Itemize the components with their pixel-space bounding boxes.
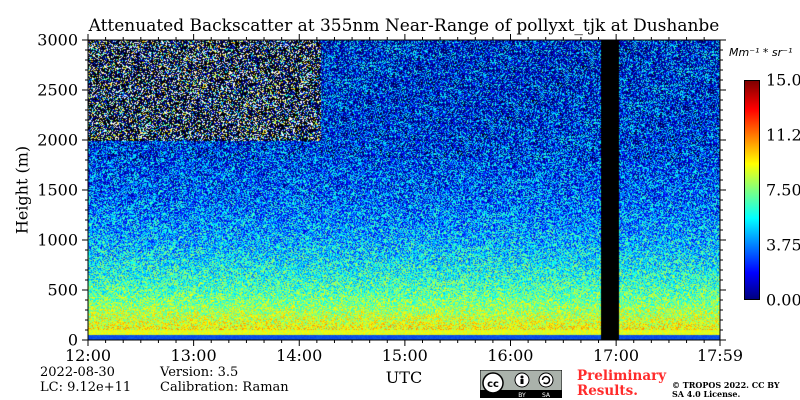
- x-axis-label: UTC: [385, 368, 423, 387]
- backscatter-heatmap: [88, 40, 720, 340]
- y-tick-label: 3000: [37, 30, 78, 50]
- copyright-label: © TROPOS 2022. CC BY SA 4.0 License.: [672, 380, 780, 399]
- x-tick-label: 14:00: [276, 346, 323, 365]
- y-tick-label: 1000: [37, 230, 78, 250]
- version-label: Version: 3.5: [160, 365, 239, 380]
- svg-text:cc: cc: [487, 379, 499, 390]
- license-by-label: BY: [518, 392, 526, 398]
- cc-license-badge: cc BY SA: [480, 370, 562, 398]
- license-sa-label: SA: [542, 392, 551, 398]
- colorbar-tick-label: 3.75: [766, 235, 800, 255]
- date-label: 2022-08-30: [40, 365, 115, 380]
- colorbar-tick-label: 0.00: [766, 290, 800, 310]
- plot-area: [88, 40, 720, 340]
- x-tick-label: 17:59: [696, 346, 744, 365]
- calibration-label: Calibration: Raman: [160, 380, 289, 395]
- y-tick-label: 0: [67, 330, 78, 350]
- y-tick-label: 2500: [37, 80, 78, 100]
- x-tick-label: 13:00: [170, 346, 217, 365]
- chart-title: Attenuated Backscatter at 355nm Near-Ran…: [88, 16, 720, 36]
- x-tick-label: 16:00: [487, 346, 534, 365]
- y-tick-label: 500: [47, 280, 78, 300]
- colorbar-units: Mm⁻¹ * sr⁻¹: [729, 46, 793, 59]
- colorbar-tick-label: 11.25: [766, 125, 800, 145]
- colorbar-tick-label: 15.00: [766, 70, 800, 90]
- colorbar: [744, 80, 760, 300]
- y-tick-label: 1500: [37, 180, 78, 200]
- x-tick-label: 17:00: [592, 346, 640, 365]
- x-tick-label: 12:00: [64, 346, 112, 365]
- colorbar-tick-label: 7.50: [766, 180, 800, 200]
- preliminary-results-label: Preliminary Results.: [577, 368, 667, 399]
- x-tick-label: 15:00: [381, 346, 428, 365]
- plot-frame: [87, 39, 721, 341]
- y-tick-label: 2000: [37, 130, 78, 150]
- lc-label: LC: 9.12e+11: [40, 380, 132, 395]
